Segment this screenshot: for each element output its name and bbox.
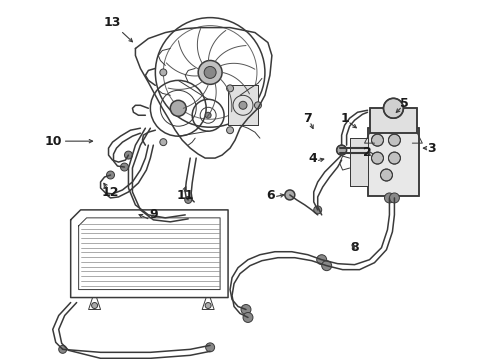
Bar	[368, 128, 419, 196]
Circle shape	[314, 206, 322, 214]
Circle shape	[206, 343, 215, 352]
Circle shape	[322, 261, 332, 271]
Circle shape	[241, 305, 251, 315]
Text: 2: 2	[363, 145, 372, 159]
Circle shape	[121, 163, 128, 171]
Circle shape	[254, 102, 262, 109]
Circle shape	[205, 112, 211, 118]
Text: 6: 6	[267, 189, 275, 202]
Text: 9: 9	[149, 208, 158, 221]
Text: 7: 7	[303, 112, 312, 125]
Circle shape	[390, 193, 399, 203]
Circle shape	[185, 197, 192, 203]
Text: 8: 8	[350, 241, 359, 254]
Circle shape	[198, 60, 222, 84]
Circle shape	[160, 139, 167, 146]
Circle shape	[124, 151, 132, 159]
Text: 1: 1	[340, 112, 349, 125]
Circle shape	[226, 85, 234, 92]
Circle shape	[59, 345, 67, 353]
Bar	[228, 85, 258, 125]
Text: 12: 12	[102, 186, 119, 199]
Circle shape	[384, 98, 403, 118]
Circle shape	[106, 171, 115, 179]
Text: 11: 11	[176, 189, 194, 202]
Circle shape	[243, 312, 253, 323]
Circle shape	[389, 134, 400, 146]
Text: 10: 10	[45, 135, 63, 148]
Circle shape	[171, 100, 186, 116]
Circle shape	[337, 145, 346, 155]
Circle shape	[371, 134, 384, 146]
Circle shape	[389, 152, 400, 164]
Bar	[349, 138, 368, 186]
Circle shape	[92, 302, 98, 309]
Text: 13: 13	[104, 16, 121, 29]
Bar	[369, 108, 417, 133]
Bar	[368, 128, 419, 196]
Text: 3: 3	[427, 141, 436, 155]
Bar	[228, 85, 258, 125]
Text: 4: 4	[308, 152, 317, 165]
Bar	[349, 138, 368, 186]
Circle shape	[205, 302, 211, 309]
Circle shape	[204, 67, 216, 78]
Circle shape	[285, 190, 295, 200]
Circle shape	[226, 127, 234, 134]
Circle shape	[317, 255, 327, 265]
Circle shape	[380, 169, 392, 181]
Circle shape	[160, 69, 167, 76]
Bar	[369, 108, 417, 133]
Circle shape	[239, 101, 247, 109]
Text: 5: 5	[400, 97, 409, 110]
Circle shape	[385, 193, 394, 203]
Circle shape	[371, 152, 384, 164]
